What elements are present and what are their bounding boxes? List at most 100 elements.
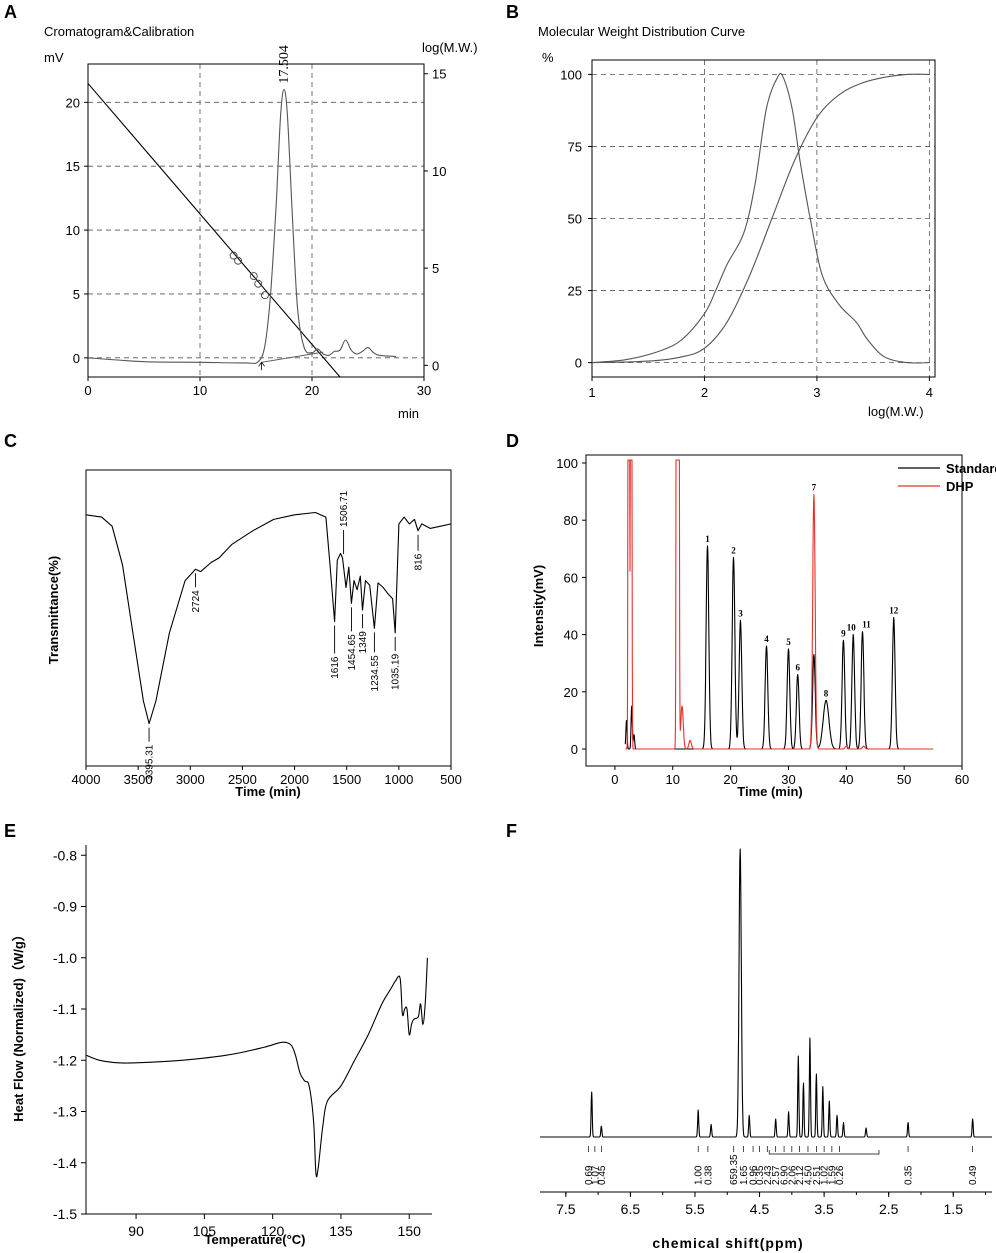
x-tick-label: 3 xyxy=(813,385,820,400)
panel-b-y-unit: % xyxy=(542,50,554,65)
panel-b-title: Molecular Weight Distribution Curve xyxy=(538,24,745,39)
x-tick-label: 2.5 xyxy=(879,1201,899,1217)
y2-tick-label: 5 xyxy=(432,261,439,276)
x-tick-label: 5.5 xyxy=(685,1201,705,1217)
panel-b-plot: 1 2 3 4 0 25 50 75 100 xyxy=(560,59,936,400)
y-tick-label: -1.1 xyxy=(53,1001,77,1017)
x-tick-label: 135 xyxy=(329,1223,353,1239)
integral-label: 0.35 xyxy=(904,1165,915,1185)
peak-label: 816 xyxy=(414,553,425,570)
integral-label: 0.96 xyxy=(749,1165,760,1185)
peak-number-label: 7 xyxy=(812,482,817,492)
calibration-point xyxy=(234,256,243,265)
panel-a-y-unit: mV xyxy=(44,50,64,65)
y-tick-label: 75 xyxy=(568,139,582,154)
panel-b-x-unit: log(M.W.) xyxy=(868,404,924,419)
peak-number-label: 10 xyxy=(847,623,857,633)
y-tick-label: 20 xyxy=(564,685,578,700)
peak-label: 2724 xyxy=(191,590,202,613)
calibration-point xyxy=(249,272,258,281)
panel-b: B Molecular Weight Distribution Curve % … xyxy=(506,2,936,419)
panel-e-xlabel: Temperature(°C) xyxy=(204,1232,305,1247)
peak-number-label: 12 xyxy=(889,605,899,615)
integral-label: 2.43 xyxy=(763,1165,774,1185)
peak-label: 1349 xyxy=(358,631,369,654)
x-tick-label: 10 xyxy=(193,383,207,398)
panel-f-plot: 7.5 6.5 5.5 4.5 3.5 2.5 1.50.691.070.45 1.000.3… xyxy=(539,848,993,1217)
integral-label: 2.06 xyxy=(787,1165,798,1185)
panel-letter-b: B xyxy=(506,2,519,22)
x-tick-label: 0 xyxy=(611,772,618,787)
integral-label: 0.49 xyxy=(968,1165,979,1185)
peak-number-label: 2 xyxy=(731,545,736,555)
x-tick-label: 4 xyxy=(926,385,933,400)
y-tick-label: 50 xyxy=(568,212,582,227)
panel-letter-c: C xyxy=(4,431,17,451)
calibration-point xyxy=(254,279,263,288)
integral-label: 1.65 xyxy=(739,1165,750,1185)
calibration-point xyxy=(229,251,238,260)
x-tick-label: 6.5 xyxy=(621,1201,641,1217)
calibration-line xyxy=(87,83,341,378)
y-tick-label: 10 xyxy=(66,223,80,238)
panel-d: D Time (min) Intensity(mV) Standard DHP … xyxy=(506,431,996,799)
y-tick-label: -1.4 xyxy=(53,1155,77,1171)
peak-label: 3395.31 xyxy=(145,744,156,781)
y-tick-label: 20 xyxy=(66,95,80,110)
x-tick-label: 2000 xyxy=(280,772,309,787)
integral-label: 6.90 xyxy=(780,1165,791,1185)
y-tick-label: -1.3 xyxy=(53,1104,77,1120)
panel-e: E Temperature(°C) Heat Flow (Normalized)… xyxy=(4,821,432,1247)
y-tick-label: 40 xyxy=(564,628,578,643)
x-tick-label: 150 xyxy=(398,1223,422,1239)
integral-label: 0.26 xyxy=(835,1165,846,1185)
y-tick-label: 25 xyxy=(568,284,582,299)
integral-label: 2.51 xyxy=(812,1165,823,1185)
x-tick-label: 105 xyxy=(193,1223,217,1239)
x-tick-label: 3.5 xyxy=(814,1201,834,1217)
x-tick-label: 0 xyxy=(84,383,91,398)
nmr-spectrum-line xyxy=(539,848,993,1138)
series-line-distribution xyxy=(591,72,930,364)
y-tick-label: -0.9 xyxy=(53,899,77,915)
panel-e-plot: 90 105 120 135 150 -1.5 -1.4 -1.3 -1.2 -1.1 -1.0 -0… xyxy=(53,845,432,1239)
panel-f: F chemical shift(ppm) 7.5 6.5 5.5 4.5 3.5 2.5… xyxy=(506,821,993,1251)
x-tick-label: 2 xyxy=(701,385,708,400)
integral-bracket xyxy=(768,1150,880,1155)
y-tick-label: 15 xyxy=(66,159,80,174)
chromatogram-line xyxy=(87,89,397,364)
integral-label: 2.12 xyxy=(795,1165,806,1185)
panel-c-xlabel: Time (min) xyxy=(235,784,301,799)
peak-label: 1035.19 xyxy=(391,653,402,690)
y-tick-label: -0.8 xyxy=(53,847,77,863)
y-tick-label: 100 xyxy=(556,456,578,471)
y2-tick-label: 15 xyxy=(432,67,446,82)
peak-number-label: 9 xyxy=(841,628,846,638)
panel-letter-e: E xyxy=(4,821,16,841)
plot-frame xyxy=(85,469,452,767)
peak-start-arrow xyxy=(258,361,265,371)
integral-label: 2.57 xyxy=(771,1165,782,1185)
peak-number-label: 1 xyxy=(705,534,710,544)
panel-letter-d: D xyxy=(506,431,519,451)
x-tick-label: 4000 xyxy=(72,772,101,787)
integral-label: 659.35 xyxy=(729,1154,740,1185)
y-tick-label: 5 xyxy=(73,287,80,302)
x-tick-label: 1.5 xyxy=(944,1201,964,1217)
x-tick-label: 50 xyxy=(897,772,911,787)
ftir-spectrum-line xyxy=(85,511,452,725)
panel-d-legend: Standard DHP xyxy=(898,461,996,494)
panel-f-xlabel: chemical shift(ppm) xyxy=(652,1235,803,1251)
y-tick-label: -1.0 xyxy=(53,950,77,966)
x-tick-label: 2500 xyxy=(228,772,257,787)
integral-label: 1.02 xyxy=(820,1165,831,1185)
peak-number-label: 3 xyxy=(738,608,743,618)
x-tick-label: 1000 xyxy=(384,772,413,787)
peak-number-label: 8 xyxy=(824,688,829,698)
panel-c-plot: 4000 3500 3000 2500 2000 1500 1000 500 3395.31 27… xyxy=(72,469,462,787)
calibration-point xyxy=(261,291,269,300)
integral-label: 0.69 xyxy=(584,1165,595,1185)
